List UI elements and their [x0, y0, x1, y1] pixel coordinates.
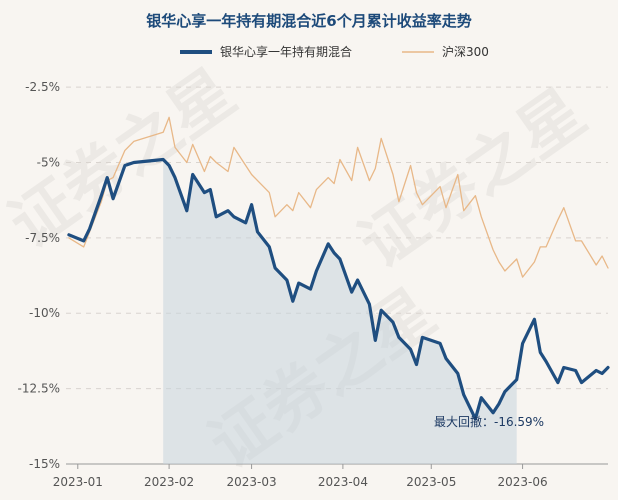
y-tick-label-3: -10% — [29, 306, 60, 320]
series-group — [67, 116, 610, 421]
x-tick-label-3: 2023-04 — [318, 475, 368, 489]
legend: 银华心享一年持有期混合 沪深300 — [180, 44, 489, 59]
x-tick-label-0: 2023-01 — [53, 475, 103, 489]
drawdown-shade — [163, 159, 517, 464]
y-tick-label-5: -15% — [29, 457, 60, 471]
max-drawdown-label: 最大回撤：-16.59% — [434, 414, 544, 429]
legend-label-index: 沪深300 — [442, 45, 489, 59]
x-tick-label-1: 2023-02 — [144, 475, 194, 489]
y-tick-label-2: -7.5% — [25, 231, 60, 245]
x-axis: 2023-01 2023-02 2023-03 2023-04 2023-05 2023-… — [53, 464, 548, 489]
x-tick-label-2: 2023-03 — [227, 475, 277, 489]
legend-label-fund: 银华心享一年持有期混合 — [220, 44, 352, 59]
x-tick-label-4: 2023-05 — [406, 475, 456, 489]
chart-title: 银华心享一年持有期混合近6个月累计收益率走势 — [146, 12, 471, 30]
watermark-text-3: 证券之星 — [347, 76, 599, 283]
y-tick-label-0: -2.5% — [25, 80, 60, 94]
x-tick-label-5: 2023-06 — [498, 475, 548, 489]
series-line-index — [68, 116, 609, 278]
max-drawdown-area — [163, 159, 517, 464]
y-axis: -2.5% -5% -7.5% -10% -12.5% -15% — [18, 80, 60, 471]
y-tick-label-1: -5% — [37, 155, 60, 169]
series-line-fund — [67, 157, 610, 421]
y-tick-label-4: -12.5% — [18, 382, 60, 396]
